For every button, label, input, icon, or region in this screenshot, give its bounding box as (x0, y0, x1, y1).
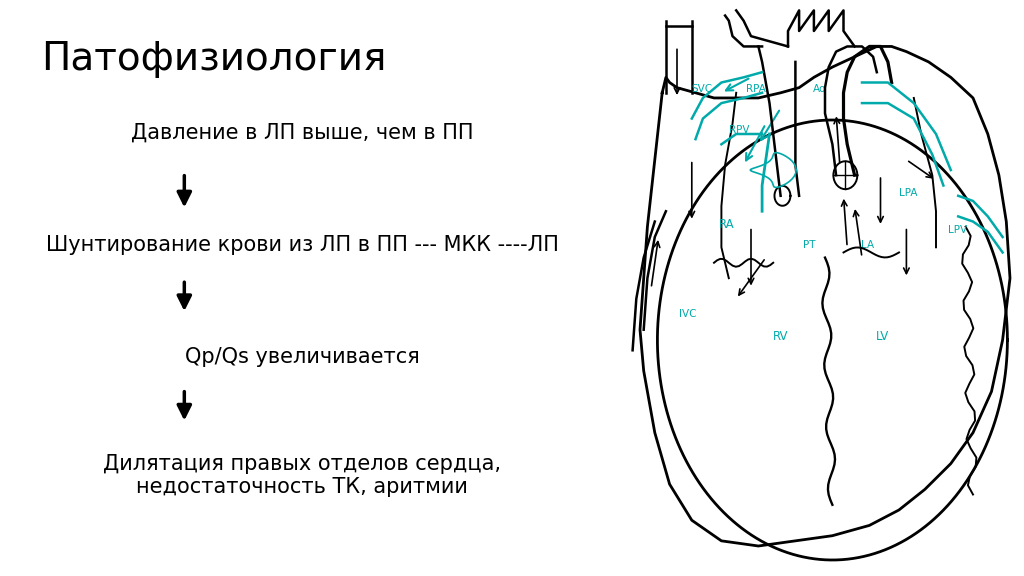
Text: RV: RV (772, 331, 788, 343)
Text: RPV: RPV (729, 124, 750, 135)
Text: LPV: LPV (948, 225, 967, 236)
Text: LA: LA (861, 240, 873, 250)
Text: LV: LV (877, 331, 889, 343)
Text: RA: RA (719, 218, 735, 231)
Text: Дилятация правых отделов сердца,
недостаточность ТК, аритмии: Дилятация правых отделов сердца, недоста… (103, 454, 501, 497)
Text: IVC: IVC (679, 309, 697, 319)
Text: LPA: LPA (899, 188, 918, 198)
Text: PT: PT (803, 240, 815, 250)
Text: Патофизиология: Патофизиология (41, 40, 386, 78)
Text: SVC: SVC (691, 84, 712, 94)
Text: Давление в ЛП выше, чем в ПП: Давление в ЛП выше, чем в ПП (131, 123, 473, 142)
Text: Шунтирование крови из ЛП в ПП --- МКК ----ЛП: Шунтирование крови из ЛП в ПП --- МКК --… (46, 235, 558, 255)
Text: Ao: Ao (812, 84, 826, 94)
Text: Qp/Qs увеличивается: Qp/Qs увеличивается (184, 347, 420, 367)
Text: RPA: RPA (745, 84, 766, 94)
